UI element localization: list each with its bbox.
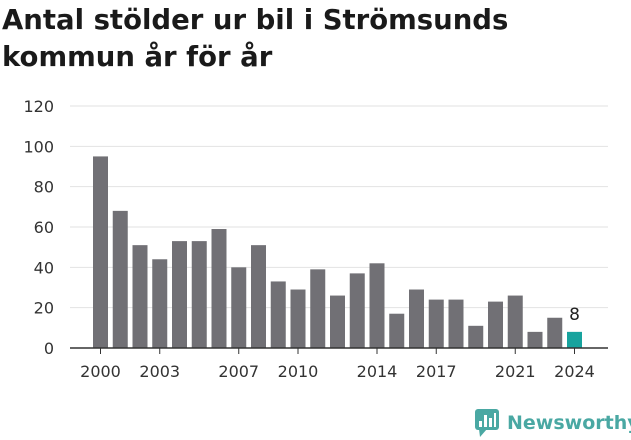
bar-2017	[428, 299, 444, 348]
bar-2018	[448, 299, 464, 348]
x-tick-label: 2017	[416, 362, 457, 381]
bar-2010	[290, 289, 306, 348]
bar-2011	[310, 269, 326, 348]
x-tick-label: 2024	[554, 362, 595, 381]
x-tick-label: 2003	[139, 362, 180, 381]
bar-2007	[231, 267, 247, 348]
bar-2022	[527, 331, 543, 348]
bar-2009	[270, 281, 286, 348]
y-tick-label: 100	[23, 137, 54, 156]
bar-2014	[369, 263, 385, 348]
bar-2012	[330, 295, 345, 348]
y-tick-label: 60	[34, 218, 54, 237]
bar-2004	[172, 241, 187, 348]
bar-2000	[93, 156, 108, 348]
x-tick-label: 2014	[357, 362, 398, 381]
bar-2021	[507, 295, 523, 348]
y-tick-label: 40	[34, 258, 54, 277]
annotations: 8	[569, 305, 580, 325]
bar-2003	[152, 259, 168, 348]
bar-2024	[567, 331, 582, 348]
bar-2002	[132, 245, 148, 348]
y-tick-label: 0	[44, 339, 54, 358]
bar-2023	[547, 317, 563, 348]
x-tick-label: 2007	[218, 362, 259, 381]
y-axis-ticks: 0 20 40 60 80 100 120	[23, 97, 54, 358]
newsworthy-logo: Newsworthy	[475, 406, 631, 440]
brand-name: Newsworthy	[507, 412, 631, 434]
bar-2015	[389, 313, 405, 348]
bar-2008	[251, 245, 266, 348]
chart-title: Antal stölder ur bil i Strömsunds kommun…	[2, 4, 509, 73]
bar-2005	[191, 241, 207, 348]
x-axis-ticks: 2000 2003 2007 2010 2014 2017 2021 2024	[70, 347, 608, 381]
bar-2006	[211, 229, 227, 348]
y-tick-label: 20	[34, 299, 54, 318]
bar-chart: 0 20 40 60 80 100 120 2000 2003 2007 2010 2014 2017…	[23, 97, 608, 381]
x-tick-label: 2000	[80, 362, 121, 381]
bar-2019	[468, 325, 484, 348]
y-tick-label: 120	[23, 97, 54, 116]
bar-2013	[349, 273, 365, 348]
x-tick-label: 2021	[495, 362, 536, 381]
y-tick-label: 80	[34, 178, 54, 197]
bar-2016	[409, 289, 424, 348]
bar-2020	[488, 301, 503, 348]
x-tick-label: 2010	[278, 362, 319, 381]
bar-2001	[112, 210, 128, 348]
data-label-2024: 8	[569, 305, 580, 325]
grid-lines	[70, 105, 608, 309]
bars	[93, 156, 582, 348]
newsworthy-chart-icon	[475, 409, 499, 437]
